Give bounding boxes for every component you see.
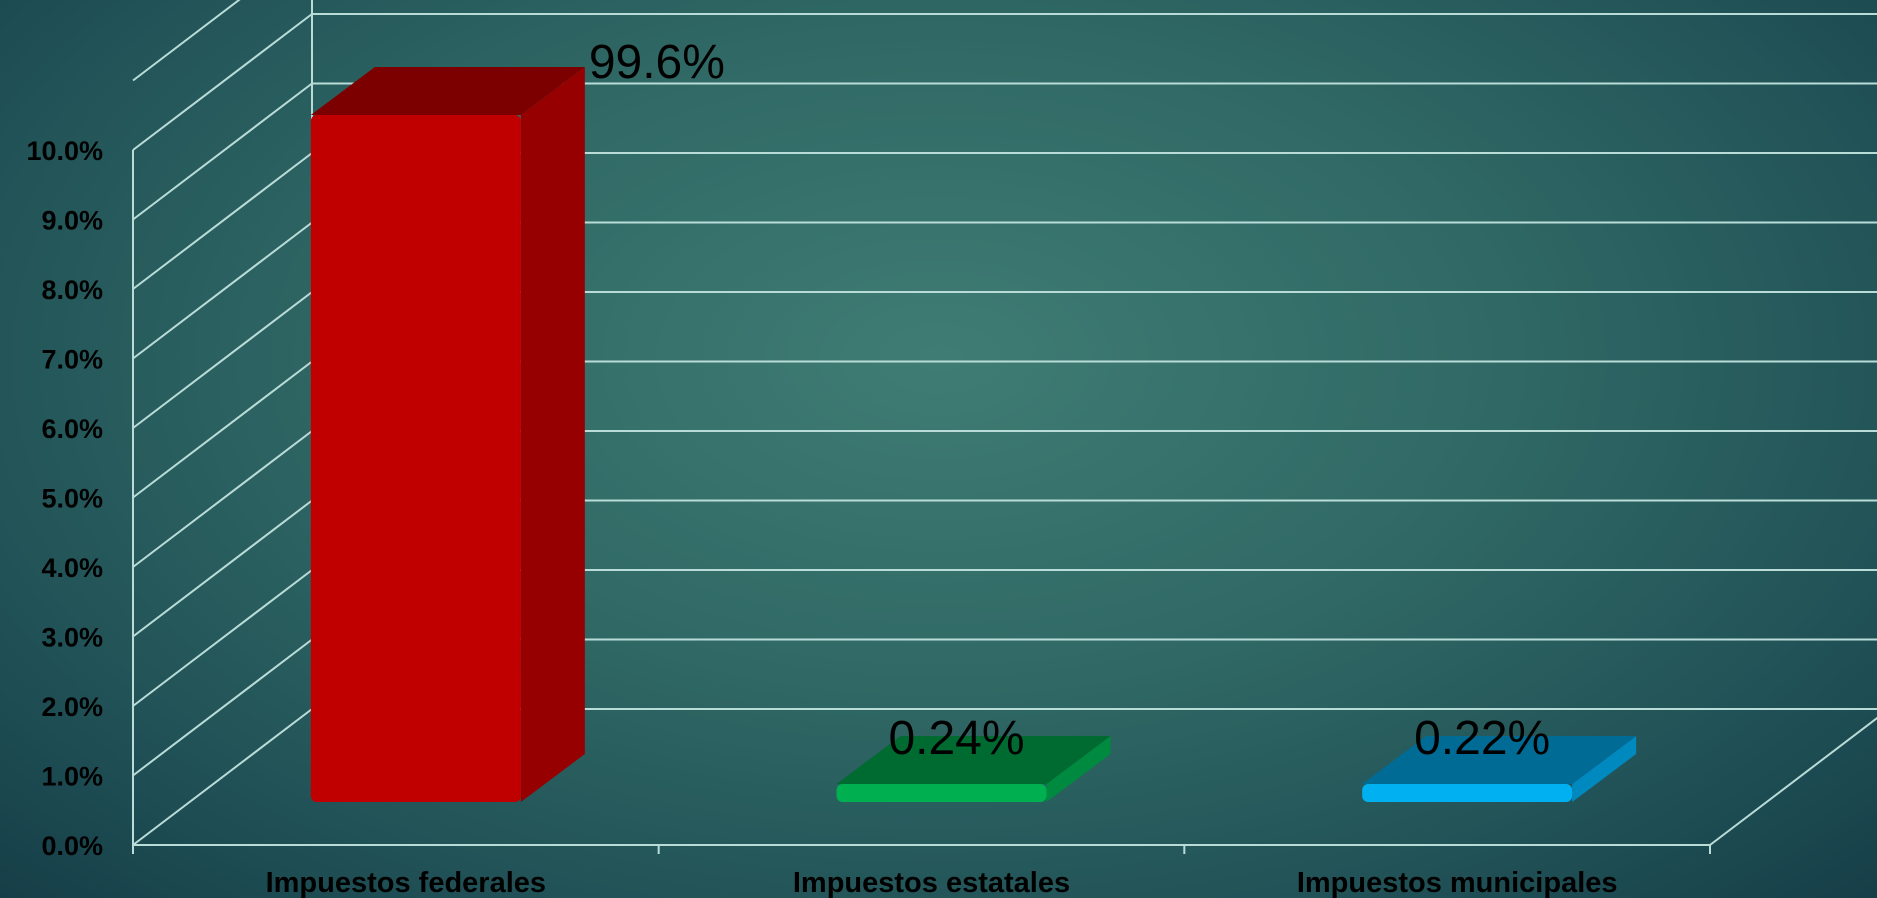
side-gridline xyxy=(132,499,313,638)
side-gridline xyxy=(132,291,313,429)
y-tick-label: 2.0% xyxy=(41,692,103,722)
side-gridline xyxy=(132,638,313,777)
bar-side xyxy=(1572,736,1637,802)
bar-top xyxy=(836,736,1111,784)
side-gridline xyxy=(132,569,313,707)
y-tick-label: 7.0% xyxy=(41,345,103,375)
side-gridline xyxy=(132,360,313,499)
side-gridline xyxy=(132,82,313,221)
side-gridline xyxy=(132,152,313,290)
chart-labels: 0.0% 1.0% 2.0% 3.0% 4.0% 5.0% 6.0% 7.0% 8.0% 9.0%… xyxy=(26,36,1617,898)
y-tick-label: 0.0% xyxy=(41,831,103,861)
data-label: 0.24% xyxy=(888,712,1024,765)
bar-top xyxy=(1362,736,1637,784)
bar-side xyxy=(1046,736,1111,802)
x-category-label: Impuestos federales xyxy=(266,867,546,898)
y-tick-label: 10.0% xyxy=(26,136,103,166)
y-tick-label: 3.0% xyxy=(41,623,103,653)
side-gridline xyxy=(132,13,313,151)
side-gridline xyxy=(132,430,313,568)
data-label: 0.22% xyxy=(1414,712,1550,765)
bar-impuestos-municipales xyxy=(1362,736,1637,802)
bar-front xyxy=(1362,784,1573,802)
bar-side xyxy=(520,67,585,802)
data-label: 99.6% xyxy=(589,36,725,89)
y-tick-label: 4.0% xyxy=(41,553,103,583)
side-gridline xyxy=(132,221,313,360)
bar-impuestos-federales xyxy=(310,67,585,802)
bar-top xyxy=(310,67,585,115)
side-gridline xyxy=(132,708,313,846)
x-category-label: Impuestos municipales xyxy=(1297,867,1618,898)
bar-front xyxy=(310,115,521,802)
y-tick-label: 5.0% xyxy=(41,484,103,514)
side-gridline xyxy=(132,0,241,82)
y-tick-label: 8.0% xyxy=(41,275,103,305)
y-tick-label: 1.0% xyxy=(41,762,103,792)
x-category-label: Impuestos estatales xyxy=(793,867,1070,898)
chart-bars xyxy=(310,67,1637,802)
bar-front xyxy=(836,784,1047,802)
y-tick-label: 9.0% xyxy=(41,206,103,236)
bar-impuestos-estatales xyxy=(836,736,1111,802)
y-tick-label: 6.0% xyxy=(41,414,103,444)
floor-edge xyxy=(1709,716,1877,846)
